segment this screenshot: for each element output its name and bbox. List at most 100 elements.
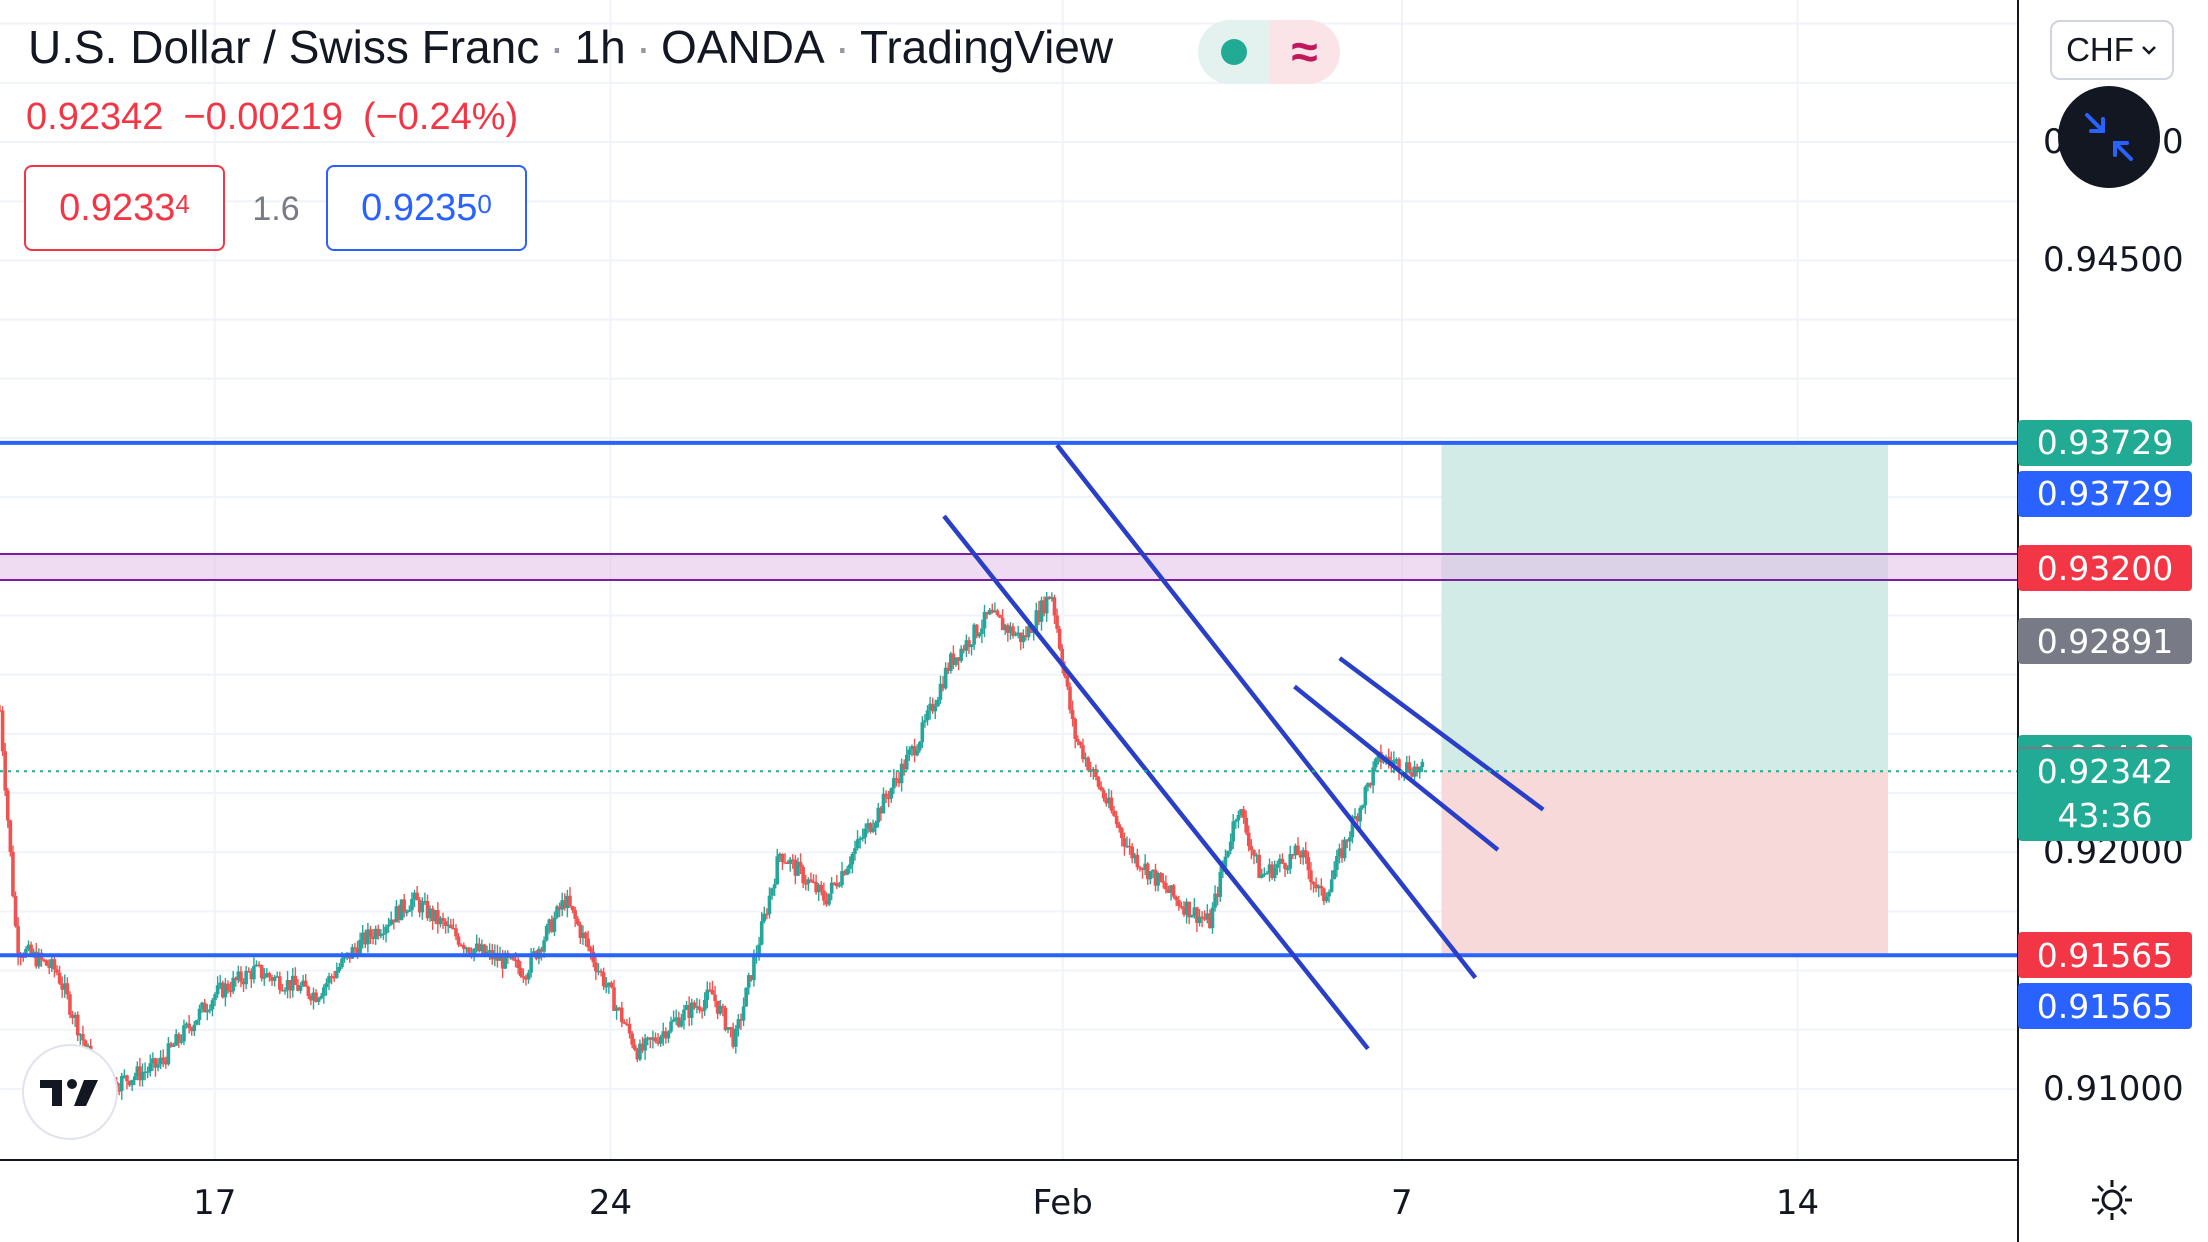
- candle-body: [1270, 864, 1274, 878]
- candle-body: [1358, 807, 1362, 822]
- sell-button[interactable]: 0.9233 4: [24, 165, 225, 251]
- candle-body: [31, 951, 36, 955]
- candle-body: [1366, 783, 1370, 788]
- time-axis-label: Feb: [1032, 1183, 1093, 1223]
- candle-body: [371, 936, 375, 939]
- candle-body: [949, 653, 953, 671]
- candle-body: [81, 1033, 85, 1041]
- candle-body: [1073, 718, 1077, 739]
- candle-body: [1109, 797, 1114, 811]
- last-price: 0.92342: [26, 96, 164, 138]
- bar-countdown: 43:36: [2057, 796, 2153, 836]
- interval[interactable]: 1h: [574, 21, 626, 73]
- price-tag: 0.93729: [2018, 470, 2192, 517]
- candle-body: [658, 1036, 663, 1044]
- candle-body: [200, 1002, 204, 1009]
- candle-body: [221, 982, 225, 998]
- candle-body: [1143, 863, 1147, 870]
- candle-body: [1148, 871, 1153, 880]
- candle-body: [1000, 617, 1005, 631]
- candle-body: [708, 989, 712, 991]
- candle-body: [1234, 820, 1238, 822]
- candle-body: [1324, 896, 1329, 902]
- candle-body: [233, 977, 238, 981]
- candle-body: [1174, 896, 1179, 901]
- buy-button[interactable]: 0.9235 0: [326, 165, 527, 251]
- candle-body: [246, 970, 251, 973]
- candle-body: [1184, 901, 1189, 915]
- candle-body: [1218, 871, 1223, 897]
- candle-body: [550, 919, 554, 932]
- candle-body: [749, 975, 754, 981]
- candle-body: [1120, 828, 1124, 839]
- candle-body: [993, 610, 997, 613]
- candle-body: [202, 1002, 207, 1013]
- candle-body: [705, 989, 710, 1000]
- candle-body: [907, 749, 912, 755]
- candle-body: [1360, 805, 1365, 808]
- candle-body: [638, 1043, 642, 1060]
- candle-body: [1060, 648, 1065, 668]
- currency-button[interactable]: CHF: [2050, 20, 2174, 80]
- candle-body: [298, 985, 303, 991]
- candle-body: [259, 965, 264, 979]
- candle-body: [700, 1009, 704, 1012]
- candle-body: [143, 1071, 147, 1074]
- candle-body: [182, 1025, 186, 1042]
- candle-body: [280, 989, 285, 992]
- candle-body: [835, 882, 839, 887]
- candle-body: [29, 944, 33, 955]
- candle-body: [1373, 758, 1378, 768]
- candle-body: [358, 939, 362, 955]
- candle-body: [1029, 626, 1033, 634]
- candle-body: [428, 908, 432, 919]
- candle-body: [16, 926, 20, 957]
- candle-body: [829, 882, 834, 894]
- candle-body: [539, 948, 544, 952]
- candle-body: [1042, 600, 1046, 614]
- price-axis-label: 0.91000: [2043, 1068, 2184, 1109]
- candle-body: [816, 884, 821, 893]
- gear-icon[interactable]: [2088, 1176, 2136, 1224]
- candle-body: [164, 1060, 168, 1065]
- candle-body: [1177, 900, 1181, 906]
- market-status[interactable]: ≈: [1198, 20, 1340, 84]
- candle-body: [596, 970, 601, 973]
- price-tag: 0.91565: [2018, 983, 2192, 1030]
- candle-body: [1226, 850, 1230, 857]
- candle-body: [1195, 907, 1199, 923]
- drawing-lines: [0, 440, 2018, 1051]
- candle-body: [1024, 635, 1028, 638]
- candle-body: [1275, 864, 1280, 868]
- candle-body: [666, 1031, 671, 1039]
- candle-body: [928, 703, 932, 711]
- tradingview-logo-icon[interactable]: [22, 1044, 118, 1140]
- candle-body: [1265, 872, 1269, 875]
- last-price-tag: 0.92342 43:36: [2018, 749, 2192, 842]
- candle-body: [521, 976, 526, 978]
- candle-body: [350, 947, 355, 959]
- candle-body: [327, 976, 331, 984]
- candle-body: [622, 1021, 627, 1024]
- candle-body: [1122, 838, 1127, 847]
- candle-body: [588, 947, 593, 952]
- candle-body: [498, 955, 502, 961]
- candle-body: [366, 929, 370, 945]
- candle-body: [1301, 850, 1305, 858]
- approx-wave-icon: ≈: [1269, 20, 1340, 84]
- candle-body: [1205, 913, 1210, 920]
- candle-body: [1132, 854, 1137, 859]
- candle-body: [303, 980, 308, 987]
- candle-body: [682, 1009, 686, 1021]
- trend-channel-line: [1055, 443, 1478, 980]
- candle-body: [332, 976, 337, 979]
- candle-body: [399, 899, 404, 921]
- chart-title: U.S. Dollar / Swiss Franc · 1h · OANDA · Tradi…: [28, 21, 1114, 73]
- candle-body: [1353, 816, 1357, 819]
- candle-body: [1327, 891, 1331, 897]
- candle-body: [614, 1007, 619, 1011]
- collapse-button[interactable]: [2058, 86, 2160, 188]
- candle-body: [140, 1071, 145, 1081]
- candle-body: [1309, 870, 1313, 883]
